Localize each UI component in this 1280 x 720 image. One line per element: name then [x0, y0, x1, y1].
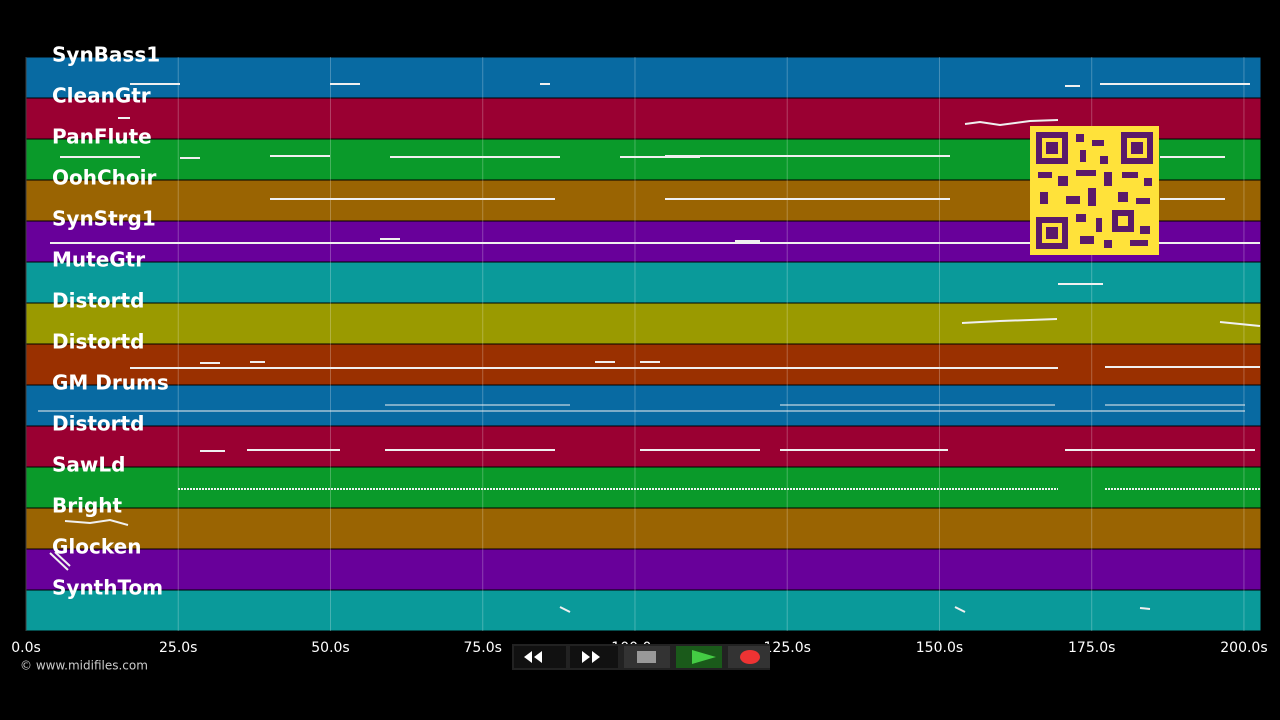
track-name: PanFlute: [52, 125, 152, 149]
track-name: MuteGtr: [52, 248, 145, 272]
track-band: [25, 384, 1262, 427]
track-band: [25, 548, 1262, 591]
play-button[interactable]: [676, 646, 722, 668]
rewind-button[interactable]: [514, 646, 566, 668]
track-name: CleanGtr: [52, 84, 151, 108]
track-name: SynthTom: [52, 576, 163, 600]
qr-code: [1030, 126, 1159, 255]
track-band: [25, 466, 1262, 509]
note-lines: [559, 606, 1151, 613]
track-name: SynStrg1: [52, 207, 156, 231]
track-labels: SynBass1 CleanGtr PanFlute OohChoir SynStrg1…: [52, 43, 169, 600]
record-button[interactable]: [728, 646, 770, 668]
note-lines: [64, 518, 129, 526]
footer: © www.midifiles.com: [20, 659, 148, 673]
note-lines: [130, 83, 1250, 87]
note-lines: [38, 404, 1245, 412]
track-name: Distortd: [52, 289, 144, 313]
track-name: Glocken: [52, 535, 141, 559]
track-band: [25, 56, 1262, 99]
note-lines: [118, 117, 1059, 127]
track-band: [25, 302, 1262, 345]
tick-label: 125.0s: [764, 640, 811, 656]
note-lines: [961, 318, 1261, 327]
tick-label: 0.0s: [11, 640, 41, 656]
track-name: GM Drums: [52, 371, 169, 395]
track-band: [25, 343, 1262, 386]
tick-label: 25.0s: [159, 640, 197, 656]
transport: [512, 644, 770, 670]
track-band: [25, 507, 1262, 550]
track-name: OohChoir: [52, 166, 156, 190]
note-lines: [60, 155, 1225, 159]
note-lines: [200, 449, 1255, 452]
tick-label: 50.0s: [311, 640, 349, 656]
track-band: [25, 589, 1262, 632]
notes: [38, 83, 1261, 613]
tick-label: 150.0s: [916, 640, 963, 656]
stop-button[interactable]: [624, 646, 670, 668]
grid: [25, 57, 1245, 631]
forward-button[interactable]: [570, 646, 618, 668]
track-name: SawLd: [52, 453, 125, 477]
tick-label: 200.0s: [1220, 640, 1267, 656]
note-lines: [49, 551, 71, 571]
track-name: Distortd: [52, 412, 144, 436]
track-name: Bright: [52, 494, 123, 518]
note-lines: [130, 361, 1260, 369]
track-name: SynBass1: [52, 43, 160, 67]
tick-label: 75.0s: [463, 640, 501, 656]
track-band: [25, 425, 1262, 468]
track-name: Distortd: [52, 330, 144, 354]
qr-pattern: [1036, 132, 1153, 249]
track-band: [25, 261, 1262, 304]
tick-label: 175.0s: [1068, 640, 1115, 656]
